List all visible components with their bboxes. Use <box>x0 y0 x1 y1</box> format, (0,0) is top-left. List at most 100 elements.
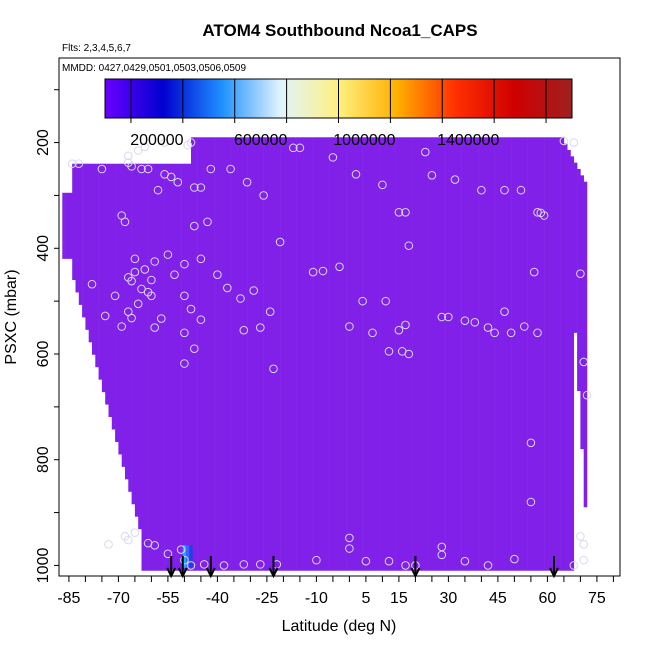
field-column <box>105 163 109 405</box>
observation-point <box>404 241 414 250</box>
observation-point <box>190 183 199 192</box>
field-column <box>257 137 261 571</box>
observation-point <box>460 316 470 326</box>
observation-point <box>358 296 367 306</box>
observation-point <box>526 497 536 507</box>
colorbar-tick-label: 1400000 <box>437 132 499 149</box>
observation-point <box>378 180 387 190</box>
observation-point <box>100 311 110 321</box>
field-column <box>306 137 311 571</box>
field-column <box>560 137 565 571</box>
field-column <box>382 137 386 571</box>
field-column <box>494 137 499 571</box>
field-column <box>392 137 396 571</box>
observation-point <box>190 221 199 231</box>
field-column <box>534 137 538 571</box>
observation-point <box>157 314 166 323</box>
field-column <box>68 192 73 259</box>
field-column <box>554 137 558 571</box>
observation-point <box>256 323 265 332</box>
field-column <box>352 137 357 571</box>
field-column <box>65 192 70 259</box>
observation-point <box>130 528 140 537</box>
observation-point <box>186 138 196 147</box>
observation-point <box>394 325 404 335</box>
field-column <box>177 163 182 571</box>
field-column <box>405 137 410 571</box>
field-column <box>101 163 106 393</box>
observation-point <box>289 143 298 153</box>
observation-point <box>559 136 569 146</box>
field-column <box>332 137 337 571</box>
observation-point <box>401 561 410 570</box>
y-axis-label: PSXC (mbar) <box>3 269 20 364</box>
field-column <box>62 192 66 259</box>
field-column <box>303 137 307 571</box>
field-column <box>210 137 215 571</box>
observation-point <box>404 349 414 359</box>
field-column <box>323 137 327 571</box>
field-column <box>517 137 522 571</box>
observation-point <box>361 556 371 566</box>
observation-point <box>190 344 199 354</box>
field-column <box>319 137 324 571</box>
field-column <box>451 137 456 571</box>
field-column <box>237 137 241 571</box>
observation-point <box>127 162 136 171</box>
field-column <box>98 163 103 380</box>
observation-point <box>74 159 84 169</box>
field-column <box>527 137 532 571</box>
colorbar-ticks: 200000 600000 1000000 1400000 <box>130 79 547 149</box>
observation-point <box>124 151 133 161</box>
observation-point <box>163 549 173 559</box>
field-column <box>207 137 212 571</box>
observation-point <box>526 438 536 448</box>
field-column <box>445 137 449 571</box>
field-column <box>540 137 545 571</box>
field-column <box>372 137 377 571</box>
field-column <box>580 175 584 450</box>
field-column <box>464 137 469 571</box>
field-column <box>280 137 284 571</box>
observation-point <box>516 185 526 195</box>
field-column <box>415 137 419 571</box>
field-column <box>194 137 198 571</box>
chart-title: ATOM4 Southbound Ncoa1_CAPS <box>202 21 477 40</box>
observation-point <box>147 275 156 285</box>
observation-point <box>143 164 153 174</box>
field-column <box>359 137 363 571</box>
observation-point <box>140 265 150 274</box>
field-column <box>342 137 347 571</box>
observation-point <box>520 322 529 331</box>
observation-point <box>104 539 113 549</box>
field-column <box>217 137 221 571</box>
field-column <box>191 137 195 571</box>
field-column <box>266 137 271 571</box>
observation-point <box>213 270 222 280</box>
observation-point <box>140 142 150 152</box>
field-column <box>339 137 344 571</box>
observation-point <box>569 561 579 570</box>
x-tick-label: 75 <box>588 590 606 607</box>
field-column <box>474 137 479 571</box>
field-column <box>491 137 495 571</box>
observation-point <box>579 555 589 565</box>
flight-arrows <box>166 556 559 579</box>
observation-point <box>124 535 133 545</box>
x-axis: -85 -70 -55 -40 -25 -10 5 15 30 45 60 75 <box>57 576 614 607</box>
observation-point <box>130 267 140 277</box>
field-column <box>418 137 423 571</box>
x-tick-label: -55 <box>156 590 179 607</box>
field-column <box>273 137 278 571</box>
field-column <box>557 137 561 571</box>
observation-point <box>87 279 97 289</box>
field-column <box>577 169 581 391</box>
field-column <box>164 163 169 571</box>
field-column <box>111 163 116 430</box>
observation-point <box>345 322 354 331</box>
field-column <box>362 137 367 571</box>
field-column <box>461 137 466 571</box>
observation-point <box>186 304 196 314</box>
observation-point <box>133 299 143 309</box>
